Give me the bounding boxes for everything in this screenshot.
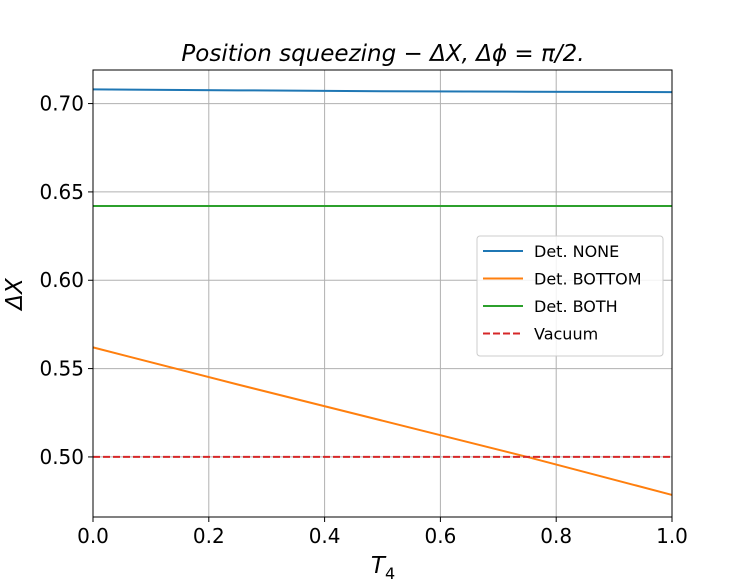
plot-frame (92, 69, 673, 518)
series-layer (92, 88, 673, 496)
x-tick-label: 0.2 (193, 524, 225, 548)
legend-label-vacuum: Vacuum (534, 325, 598, 344)
legend: Det. NONE Det. BOTTOM Det. BOTH Vacuum (476, 235, 664, 357)
x-tick-label: 0.6 (424, 524, 456, 548)
y-tick-label: 0.50 (39, 445, 84, 469)
x-tick-label: 0.8 (540, 524, 572, 548)
series-line-det-none (92, 88, 673, 94)
legend-label-det-none: Det. NONE (534, 242, 619, 261)
y-tick-label: 0.60 (39, 268, 84, 292)
y-tick-label: 0.65 (39, 180, 84, 204)
y-tick-label: 0.55 (39, 357, 84, 381)
series-line-det-bottom (92, 346, 673, 496)
legend-box (476, 235, 664, 357)
x-tick-label: 0.4 (309, 524, 341, 548)
ticks: 0.0 0.2 0.4 0.6 0.8 1.0 0.50 0.55 0.60 0.65 0.70 (39, 92, 687, 548)
x-axis-label: T4 (371, 553, 395, 581)
x-tick-label: 0.0 (77, 524, 109, 548)
chart-title: Position squeezing − ΔX, Δϕ = π/2. (181, 41, 584, 67)
grid (92, 70, 673, 517)
x-axis-label-subscript: 4 (385, 564, 395, 581)
legend-label-det-both: Det. BOTH (534, 297, 618, 316)
legend-label-det-bottom: Det. BOTTOM (534, 270, 642, 289)
x-tick-label: 1.0 (656, 524, 688, 548)
y-tick-label: 0.70 (39, 92, 84, 116)
y-axis-label: ΔX (2, 277, 28, 312)
